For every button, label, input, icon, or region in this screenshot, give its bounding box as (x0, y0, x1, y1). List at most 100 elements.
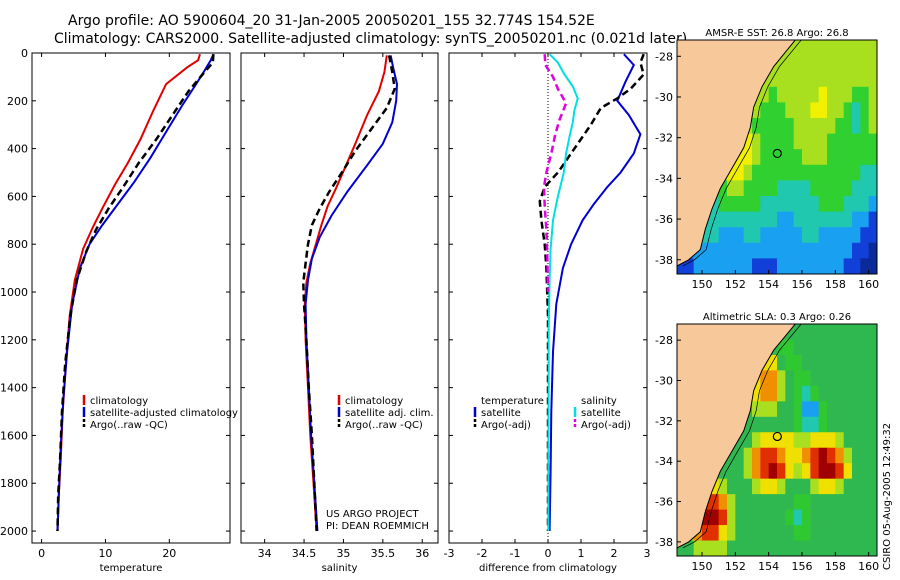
map-cell (852, 133, 861, 150)
map-cell (760, 118, 770, 135)
map-cell (852, 478, 861, 495)
map-cell (810, 164, 820, 181)
map-cell (835, 40, 845, 57)
legend-label: satellite adj. clim. (345, 408, 434, 419)
plot-frame (31, 52, 231, 544)
map-cell (785, 432, 795, 449)
map-cell (810, 324, 820, 341)
map-cell (785, 478, 795, 495)
map-cell (802, 463, 811, 480)
map-cell (777, 102, 786, 119)
map-cell (818, 196, 828, 213)
y-tick-label: 1600 (0, 429, 28, 442)
series-line-2 (547, 53, 579, 531)
map-cell (818, 180, 828, 197)
map-cell (860, 55, 870, 72)
x-tick-label: 10 (98, 547, 112, 560)
map-cell (752, 258, 761, 274)
map-cell (835, 509, 845, 526)
map-cell (735, 211, 745, 228)
map-cell (710, 478, 720, 495)
map-cell (802, 324, 811, 341)
map-cell (693, 258, 703, 274)
map-cell (810, 71, 820, 88)
map-cell (860, 463, 870, 480)
x-tick-label: 3 (644, 547, 651, 560)
map-cell (835, 118, 845, 135)
map-cell (793, 385, 803, 402)
map-y-tick-label: -38 (655, 254, 673, 267)
series-line-2 (56, 54, 215, 532)
map-cell (802, 432, 811, 449)
map-cell (743, 242, 753, 259)
map-cell (802, 40, 811, 57)
map-y-tick-label: -34 (655, 172, 673, 185)
map-cell (835, 86, 845, 103)
y-tick-label: 800 (7, 238, 28, 251)
temperature-profile-panel: 0 10 2002004006008001000120014001600180020… (0, 47, 231, 574)
map-cell (735, 447, 745, 464)
map-cell (710, 227, 720, 244)
map-cell (868, 478, 877, 495)
map-cell (727, 447, 736, 464)
map-cell (793, 354, 803, 371)
map-x-tick-label: 150 (692, 560, 713, 573)
map-cell (852, 324, 861, 341)
map-cell (743, 149, 753, 166)
map-cell (868, 227, 877, 244)
map-cell (818, 102, 828, 119)
map-cell (818, 133, 828, 150)
map-x-tick-label: 156 (792, 560, 813, 573)
map-cell (868, 401, 877, 418)
series-line-1 (56, 53, 215, 532)
x-tick-label: 34 (258, 547, 272, 560)
map-cell (802, 258, 811, 274)
map-cell (827, 385, 836, 402)
map-cell (752, 494, 761, 511)
map-cell (827, 180, 836, 197)
map-cell (802, 196, 811, 213)
map-cell (777, 86, 786, 103)
map-cell (752, 447, 761, 464)
map-cell (810, 354, 820, 371)
map-cell (868, 242, 877, 259)
map-y-tick-label: -28 (655, 334, 673, 347)
map-cell (785, 339, 795, 356)
map-y-tick-label: -36 (655, 496, 673, 509)
map-cell (827, 401, 836, 418)
map-cell (835, 354, 845, 371)
map-field (677, 40, 877, 274)
map-cell (868, 509, 877, 526)
map-y-tick-label: -32 (655, 132, 673, 145)
map-cell (793, 180, 803, 197)
map-cell (710, 196, 720, 213)
map-cell (802, 55, 811, 72)
map-cell (793, 227, 803, 244)
map-cell (818, 55, 828, 72)
legend-label: Argo(..raw -QC) (345, 420, 423, 431)
map-cell (802, 102, 811, 119)
map-cell (818, 71, 828, 88)
map-cell (818, 242, 828, 259)
map-cell (843, 164, 853, 181)
map-cell (785, 102, 795, 119)
map-cell (752, 478, 761, 495)
map-cell (768, 432, 778, 449)
map-y-tick-label: -30 (655, 374, 673, 387)
land-mass (677, 40, 796, 274)
y-tick-label: 1400 (0, 382, 28, 395)
map-cell (843, 447, 853, 464)
legend-label: Argo(..raw -QC) (90, 420, 168, 431)
map-cell (785, 71, 795, 88)
map-cell (735, 164, 745, 181)
map-cell (793, 242, 803, 259)
x-axis-label: salinity (322, 563, 358, 574)
map-cell (852, 494, 861, 511)
map-cell (860, 164, 870, 181)
map-cell (752, 164, 761, 181)
x-tick-label: 35.5 (371, 547, 396, 560)
map-cell (827, 196, 836, 213)
map-cell (760, 385, 770, 402)
map-cell (760, 401, 770, 418)
